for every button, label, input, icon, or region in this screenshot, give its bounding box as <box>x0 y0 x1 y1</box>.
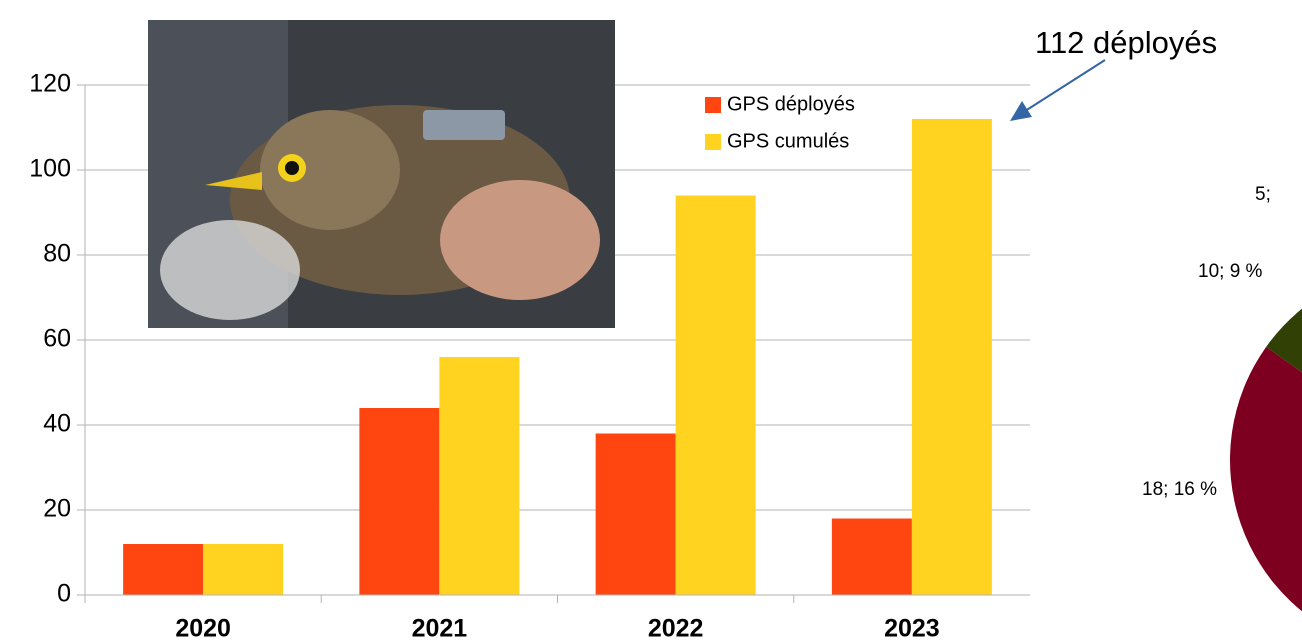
bar <box>203 544 284 595</box>
annotation: 112 déployés <box>1035 25 1217 60</box>
bar <box>123 544 204 595</box>
x-tick-label: 2022 <box>648 615 704 643</box>
pie-label: 18; 16 % <box>1142 479 1217 500</box>
y-tick-label: 80 <box>43 240 71 268</box>
pie-label: 5; <box>1255 184 1271 205</box>
bar <box>595 433 676 595</box>
y-tick-label: 100 <box>29 155 71 183</box>
y-tick-label: 120 <box>29 70 71 98</box>
y-tick-label: 40 <box>43 410 71 438</box>
x-tick-label: 2023 <box>884 615 940 643</box>
y-tick-label: 0 <box>57 580 71 608</box>
bar <box>439 357 520 595</box>
x-tick-label: 2020 <box>175 615 231 643</box>
legend-label: GPS cumulés <box>727 130 849 152</box>
bar <box>359 408 440 595</box>
x-tick-label: 2021 <box>412 615 468 643</box>
bar <box>675 195 756 595</box>
arrow-head <box>1010 101 1032 121</box>
legend-label: GPS déployés <box>727 93 855 115</box>
y-tick-label: 20 <box>43 495 71 523</box>
photo <box>148 20 615 328</box>
y-tick-label: 60 <box>43 325 71 353</box>
legend-swatch <box>705 97 721 113</box>
annotation-arrow <box>1021 59 1106 114</box>
bar <box>911 119 992 595</box>
pie-label: 10; 9 % <box>1198 261 1263 282</box>
pie-slice <box>1266 308 1302 373</box>
legend-swatch <box>705 134 721 150</box>
pie-slice <box>1230 346 1302 612</box>
bar <box>831 518 912 595</box>
